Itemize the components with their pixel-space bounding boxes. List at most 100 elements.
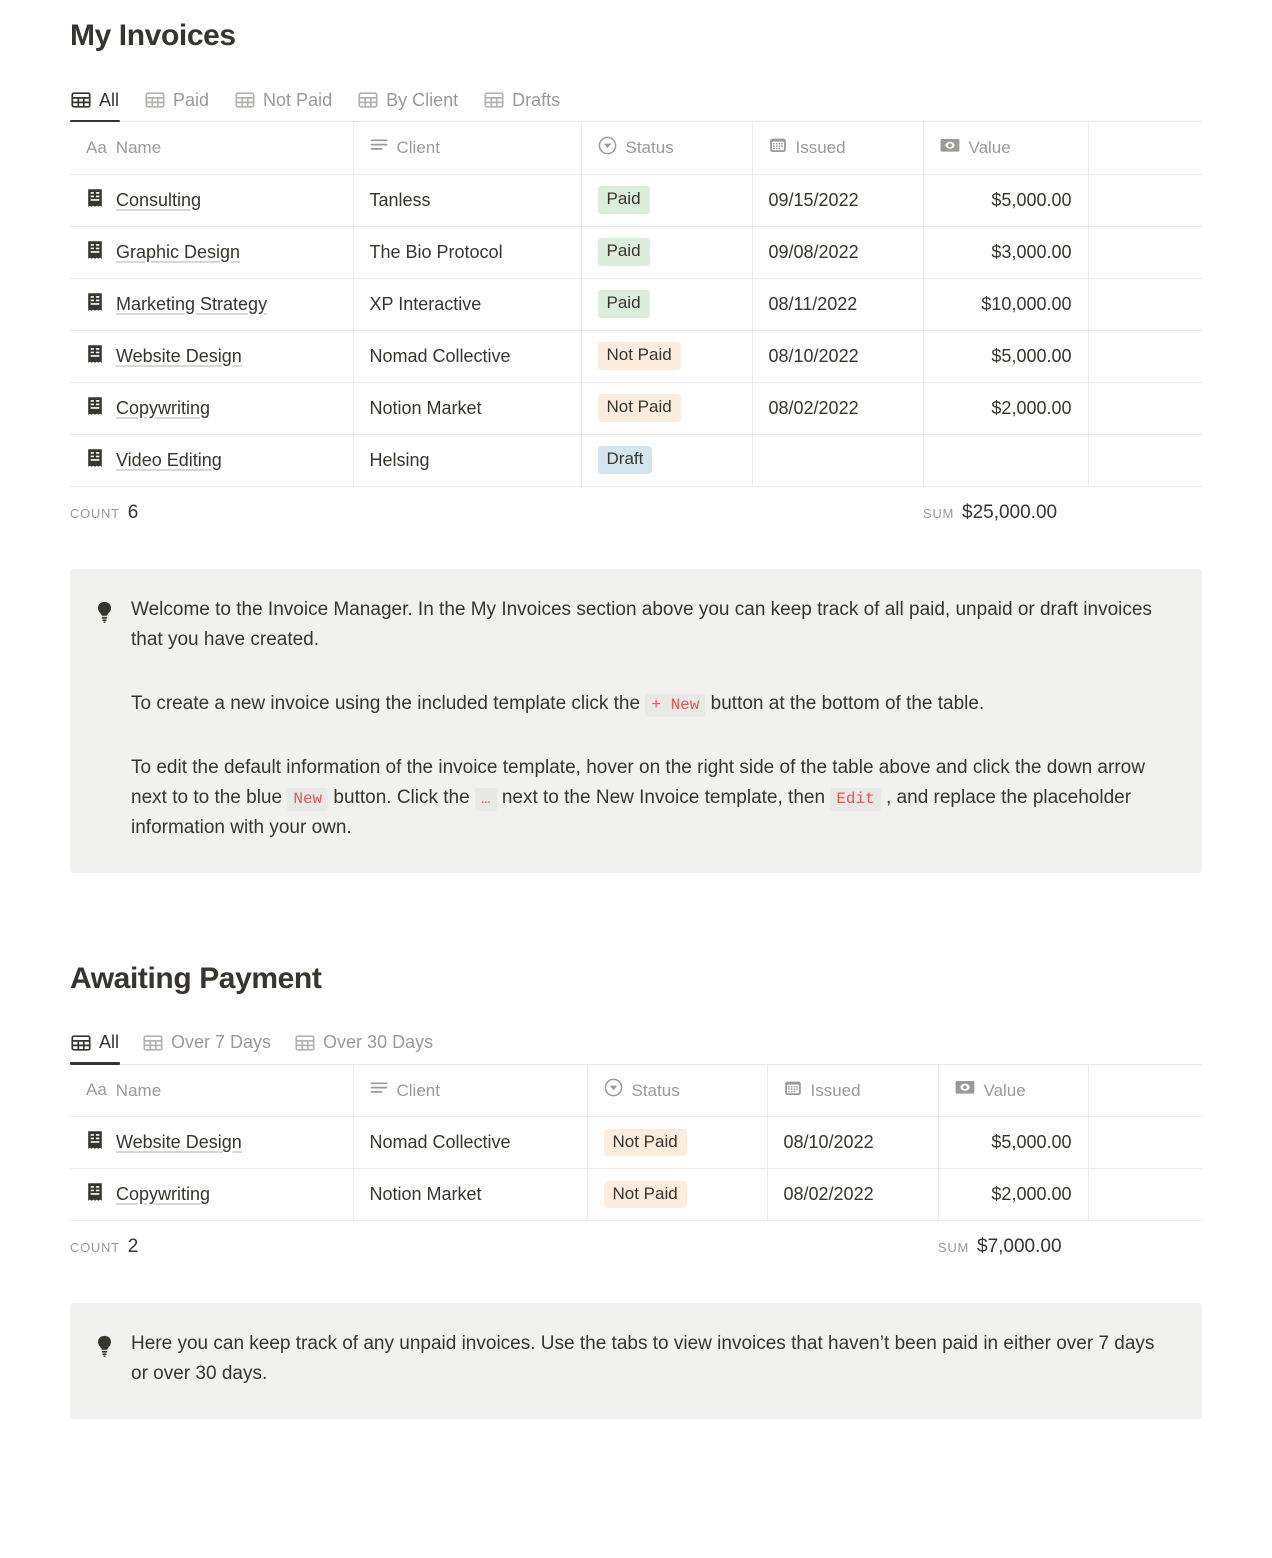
cell-name[interactable]: Consulting	[70, 174, 354, 227]
receipt-icon	[86, 448, 104, 473]
column-header-value[interactable]: Value	[938, 1064, 1089, 1118]
cell-issued[interactable]: 08/02/2022	[752, 382, 924, 435]
column-header-issued[interactable]: Issued	[752, 122, 924, 175]
cell-value[interactable]: $10,000.00	[923, 278, 1089, 331]
cell-client[interactable]: Nomad Collective	[353, 1116, 588, 1170]
invoice-name-link[interactable]: Video Editing	[116, 449, 222, 470]
cell-value[interactable]: $5,000.00	[938, 1116, 1089, 1170]
invoice-name-link[interactable]: Consulting	[116, 189, 202, 210]
column-header-label: Name	[115, 1080, 162, 1100]
cell-client[interactable]: XP Interactive	[353, 278, 582, 331]
cell-status[interactable]: Not Paid	[581, 382, 753, 435]
status-badge: Paid	[597, 238, 650, 266]
cell-status[interactable]: Paid	[581, 174, 753, 227]
cell-status[interactable]: Not Paid	[587, 1168, 768, 1222]
column-header-name[interactable]: Aa Name	[70, 1064, 354, 1118]
invoice-name-link[interactable]: Marketing Strategy	[116, 293, 268, 314]
cell-name[interactable]: Copywriting	[70, 382, 354, 435]
cell-value[interactable]: $5,000.00	[923, 174, 1089, 227]
invoice-name-link[interactable]: Copywriting	[116, 397, 211, 418]
cell-status[interactable]: Draft	[581, 434, 753, 487]
cell-issued[interactable]: 08/02/2022	[767, 1168, 939, 1222]
sum-aggregate[interactable]: $7,000.00 SUM	[938, 1236, 1088, 1258]
cell-status[interactable]: Not Paid	[581, 330, 753, 383]
column-header-label: Status	[631, 1080, 680, 1100]
table-icon	[235, 90, 255, 110]
tab-label: Over 7 Days	[171, 1032, 272, 1053]
tab-paid[interactable]: Paid	[144, 79, 210, 121]
count-aggregate[interactable]: 6 COUNT	[70, 502, 353, 524]
page-title: Awaiting Payment	[70, 961, 322, 995]
status-badge: Paid	[597, 186, 650, 214]
tab-over-7-days[interactable]: Over 7 Days	[142, 1022, 272, 1064]
cell-status[interactable]: Paid	[581, 278, 753, 331]
tab-all[interactable]: All	[70, 79, 121, 122]
sum-value: $25,000.00	[962, 501, 1058, 523]
cell-name[interactable]: Video Editing	[70, 434, 354, 487]
table-row: Marketing Strategy XP Interactive Paid 08/1…	[70, 278, 1202, 331]
callout-text: Welcome to the Invoice Manager. In the M…	[131, 595, 1170, 843]
cell-issued[interactable]: 08/10/2022	[767, 1116, 939, 1170]
cell-value[interactable]: $2,000.00	[923, 382, 1089, 435]
cell-status[interactable]: Paid	[581, 226, 753, 279]
table-icon	[145, 90, 165, 110]
cell-value[interactable]: $2,000.00	[938, 1168, 1089, 1222]
column-header-status[interactable]: Status	[587, 1064, 768, 1118]
cell-issued[interactable]: 09/08/2022	[752, 226, 924, 279]
cell-status[interactable]: Not Paid	[587, 1116, 768, 1170]
cell-name[interactable]: Copywriting	[70, 1168, 354, 1222]
cell-value[interactable]: $3,000.00	[923, 226, 1089, 279]
cell-name[interactable]: Website Design	[70, 1116, 354, 1170]
cell-issued[interactable]: 08/10/2022	[752, 330, 924, 383]
receipt-icon	[86, 1130, 104, 1155]
inline-code: New	[287, 787, 329, 811]
cell-issued[interactable]	[752, 434, 924, 487]
cell-client[interactable]: Helsing	[353, 434, 582, 487]
receipt-icon	[86, 396, 104, 421]
table-icon	[71, 90, 91, 110]
invoice-name-link[interactable]: Graphic Design	[116, 241, 241, 262]
cell-value[interactable]	[923, 434, 1089, 487]
cell-client[interactable]: The Bio Protocol	[353, 226, 582, 279]
column-header-status[interactable]: Status	[581, 122, 753, 175]
sum-aggregate[interactable]: $25,000.00 SUM	[923, 502, 1088, 524]
cell-issued[interactable]: 08/11/2022	[752, 278, 924, 331]
cell-name[interactable]: Marketing Strategy	[70, 278, 354, 331]
cell-client[interactable]: Tanless	[353, 174, 582, 227]
invoice-name-link[interactable]: Website Design	[116, 345, 242, 366]
cell-client[interactable]: Notion Market	[353, 1168, 588, 1222]
column-header-issued[interactable]: Issued	[767, 1064, 939, 1118]
tab-over-30-days[interactable]: Over 30 Days	[294, 1022, 434, 1064]
table-icon	[295, 1033, 315, 1053]
cell-name[interactable]: Website Design	[70, 330, 354, 383]
cell-issued[interactable]: 09/15/2022	[752, 174, 924, 227]
cell-value[interactable]: $5,000.00	[923, 330, 1089, 383]
cell-client[interactable]: Notion Market	[353, 382, 582, 435]
table-row: Video Editing Helsing Draft	[70, 434, 1202, 487]
count-aggregate[interactable]: 2 COUNT	[70, 1236, 353, 1258]
count-label: COUNT	[70, 505, 120, 521]
cell-spacer	[1088, 174, 1202, 227]
sum-label: SUM	[938, 1240, 969, 1256]
cell-client[interactable]: Nomad Collective	[353, 330, 582, 383]
column-header-label: Status	[625, 138, 674, 158]
column-header-client[interactable]: Client	[353, 122, 582, 175]
issued-value: 08/02/2022	[783, 1184, 874, 1205]
issued-value: 09/15/2022	[768, 189, 859, 210]
column-header-name[interactable]: Aa Name	[70, 122, 354, 175]
text-type-icon: Aa	[86, 137, 107, 157]
status-badge: Not Paid	[603, 1180, 687, 1209]
cell-name[interactable]: Graphic Design	[70, 226, 354, 279]
column-header-client[interactable]: Client	[353, 1064, 588, 1118]
tab-label: All	[99, 1032, 120, 1053]
column-header-blank	[1088, 1064, 1202, 1118]
tab-by-client[interactable]: By Client	[357, 79, 459, 121]
table-icon	[484, 90, 504, 110]
invoice-name-link[interactable]: Website Design	[116, 1132, 242, 1153]
column-header-value[interactable]: Value	[923, 122, 1089, 175]
tab-drafts[interactable]: Drafts	[483, 79, 561, 121]
tab-not-paid[interactable]: Not Paid	[234, 79, 333, 121]
page-root: My Invoices All Paid Not Paid By Client Draft…	[70, 19, 1202, 1420]
invoice-name-link[interactable]: Copywriting	[116, 1184, 211, 1205]
tab-all[interactable]: All	[70, 1022, 121, 1065]
